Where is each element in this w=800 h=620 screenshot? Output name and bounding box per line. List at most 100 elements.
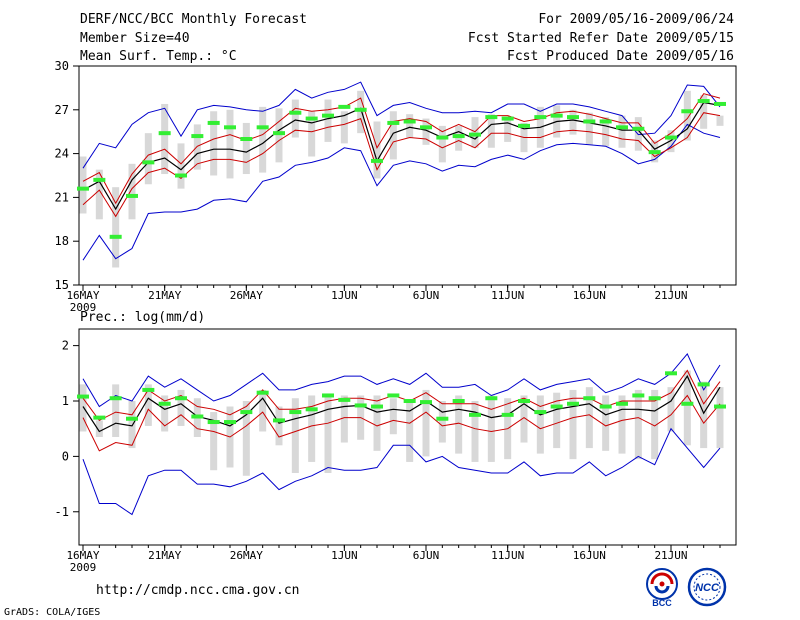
prec-spread-box (602, 395, 610, 451)
temp-spread-box (389, 111, 397, 160)
temp-x-tick-label: 16MAY (66, 289, 99, 302)
prec-spread-box (340, 395, 348, 443)
prec-spread-box (128, 401, 136, 449)
prec-y-tick-label: -1 (55, 505, 69, 519)
ncc-logo-icon: NCC (687, 567, 727, 607)
temp-x-tick-label: 21JUN (654, 289, 687, 302)
prec-series-min (82, 427, 721, 516)
temp-obs-marker (322, 113, 334, 118)
temp-obs-marker (305, 116, 318, 121)
prec-obs-marker (93, 415, 106, 420)
temp-series-max (82, 81, 721, 169)
temp-obs-marker (175, 173, 187, 178)
temp-y-tick-label: 15 (55, 278, 69, 292)
temp-obs-marker (681, 109, 694, 114)
temp-spread-box (226, 109, 234, 179)
temp-obs-marker (338, 104, 351, 109)
temp-obs-marker (256, 125, 269, 130)
prec-spread-box (667, 387, 675, 432)
prec-spread-box (553, 392, 561, 449)
temp-spread-box (193, 124, 201, 170)
prec-x-tick-label: 16MAY (66, 549, 99, 562)
ncc-logo-text: NCC (695, 582, 720, 594)
prec-spread-box (683, 370, 691, 446)
temp-obs-marker (567, 115, 579, 120)
prec-spread-box (79, 384, 87, 432)
temp-obs-marker (436, 135, 449, 140)
prec-obs-marker (256, 390, 269, 395)
prec-x-tick-label: 21JUN (654, 549, 687, 562)
temp-obs-marker (240, 137, 253, 141)
temp-obs-marker (632, 126, 645, 131)
temp-panel-label: Mean Surf. Temp.: °C (80, 49, 237, 64)
prec-spread-box (520, 395, 528, 443)
temp-obs-marker (583, 119, 596, 124)
temp-obs-marker (485, 115, 498, 120)
prec-spread-box (144, 384, 152, 426)
prec-spread-box (389, 398, 397, 435)
prec-obs-marker (191, 414, 204, 419)
prec-obs-marker (240, 410, 253, 415)
prec-obs-marker (403, 399, 416, 403)
temp-series-lower (82, 112, 721, 218)
chart-title: DERF/NCC/BCC Monthly Forecast (80, 12, 307, 27)
temp-spread-box (177, 143, 185, 189)
prec-obs-marker (158, 401, 171, 406)
prec-obs-marker (420, 400, 432, 405)
prec-obs-marker (273, 418, 285, 423)
website-url[interactable]: http://cmdp.ncc.cma.gov.cn (96, 583, 300, 598)
temp-spread-box (504, 118, 512, 142)
temp-obs-marker (501, 116, 514, 121)
temp-obs-marker (616, 125, 628, 130)
temp-x-tick-label: 21MAY (148, 289, 181, 302)
prec-obs-marker (142, 387, 155, 392)
temp-obs-marker (207, 120, 220, 125)
prec-obs-marker (436, 416, 449, 421)
temp-x-tick-label: 6JUN (413, 289, 440, 302)
prec-obs-marker (501, 412, 514, 417)
temp-spread-box (700, 95, 708, 129)
prec-series-lower (82, 394, 721, 452)
prec-spread-box (438, 401, 446, 443)
prec-obs-marker (567, 401, 579, 406)
temp-spread-box (112, 187, 120, 268)
prec-obs-marker (371, 404, 383, 409)
temp-obs-marker (534, 115, 547, 120)
prec-spread-box (634, 389, 642, 460)
temp-spread-box (455, 125, 463, 151)
prec-spread-box (242, 401, 250, 476)
temp-x-tick-label: 26MAY (230, 289, 263, 302)
temp-spread-box (422, 118, 430, 145)
temp-spread-box (471, 117, 479, 148)
prec-panel-label: Prec.: log(mm/d) (80, 310, 206, 325)
prec-obs-marker (648, 396, 661, 401)
prec-spread-box (585, 387, 593, 449)
temp-y-tick-label: 21 (55, 190, 69, 204)
temp-obs-marker (354, 107, 367, 112)
prec-obs-marker (518, 399, 530, 403)
temp-obs-marker (599, 119, 612, 124)
produced-date-label: Fcst Produced Date 2009/05/16 (507, 49, 734, 64)
member-size-label: Member Size=40 (80, 31, 190, 46)
temp-spread-box (161, 103, 169, 175)
temp-obs-marker (289, 110, 302, 115)
prec-obs-marker (469, 412, 481, 417)
temp-spread-box (683, 90, 691, 141)
temp-spread-box (242, 122, 250, 175)
prec-series-mean (82, 374, 721, 433)
prec-x-tick-label: 21MAY (148, 549, 181, 562)
prec-obs-marker (665, 371, 677, 376)
prec-y-tick-label: 2 (62, 339, 69, 353)
temp-y-tick-label: 24 (55, 147, 69, 161)
temp-obs-marker (665, 135, 677, 140)
grads-credit: GrADS: COLA/IGES (4, 607, 101, 618)
prec-x-tick-label: 26MAY (230, 549, 263, 562)
temp-obs-marker (648, 150, 661, 155)
prec-spread-box (161, 395, 169, 432)
temp-x-year-label: 2009 (70, 301, 97, 314)
temp-obs-marker (518, 123, 530, 128)
temp-obs-marker (469, 132, 481, 137)
prec-obs-marker (354, 403, 367, 408)
temp-spread-box (438, 125, 446, 163)
